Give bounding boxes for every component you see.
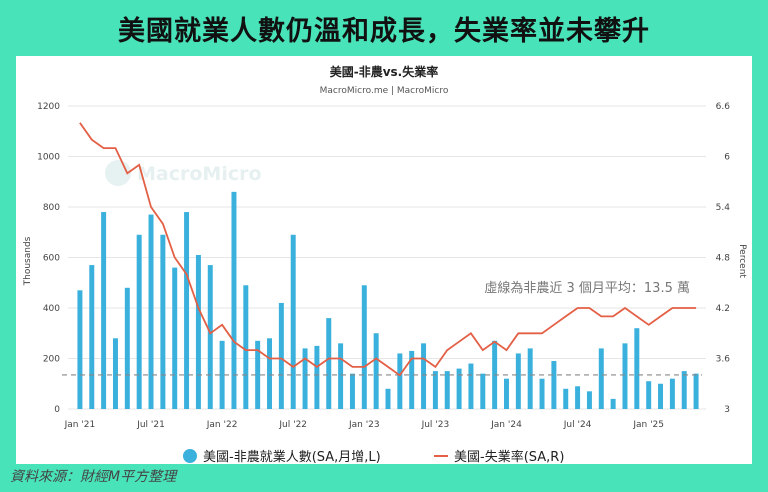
- bar: [314, 345, 320, 409]
- y-right-tick-label: 6.6: [716, 102, 731, 112]
- legend-line-label: 美國-失業率(SA,R): [454, 449, 564, 464]
- x-tick-label: Jan '24: [490, 420, 522, 430]
- bar: [421, 343, 427, 409]
- bar: [480, 373, 486, 409]
- bar: [373, 333, 379, 409]
- chart-panel: MacroMicro 美國-非農vs.失業率 MacroMicro.me | M…: [16, 56, 752, 465]
- y-left-tick-label: 0: [54, 405, 60, 415]
- y-right-tick-label: 6: [724, 153, 730, 163]
- bar: [693, 373, 699, 409]
- y-axis-left-ticks: 0 200 400 600 800 1000 1200: [37, 102, 60, 415]
- bar: [195, 254, 201, 409]
- bar: [290, 234, 296, 409]
- bar: [669, 378, 675, 409]
- bar: [622, 343, 628, 409]
- chart-subtitle: MacroMicro.me | MacroMicro: [320, 86, 449, 96]
- bar-series: [77, 191, 699, 409]
- bar: [101, 212, 107, 409]
- bar: [397, 353, 403, 409]
- y-left-tick-label: 800: [43, 203, 60, 213]
- bar: [219, 340, 225, 409]
- bar: [527, 348, 533, 409]
- reference-line-note: 虛線為非農近 3 個月平均：13.5 萬: [484, 280, 690, 296]
- bar: [136, 234, 142, 409]
- x-tick-label: Jan '21: [64, 420, 96, 430]
- bar: [255, 340, 261, 409]
- x-tick-label: Jan '22: [206, 420, 238, 430]
- legend: 美國-非農就業人數(SA,月增,L) 美國-失業率(SA,R): [183, 449, 564, 465]
- y-axis-right-title: Percent: [737, 244, 747, 278]
- y-left-tick-label: 1000: [37, 153, 60, 163]
- unemployment-line: [79, 122, 697, 377]
- bar: [184, 212, 190, 409]
- y-left-tick-label: 200: [43, 355, 60, 365]
- x-tick-label: Jan '23: [348, 420, 380, 430]
- watermark-text: MacroMicro: [137, 163, 262, 185]
- bar: [160, 234, 166, 409]
- bar: [456, 368, 462, 409]
- bar: [349, 373, 355, 409]
- legend-bar-marker-icon: [183, 449, 197, 463]
- bar: [278, 302, 284, 409]
- chart-svg: MacroMicro 美國-非農vs.失業率 MacroMicro.me | M…: [23, 64, 747, 465]
- bar: [243, 285, 249, 409]
- x-tick-label: Jul '21: [136, 420, 165, 430]
- bar: [598, 348, 604, 409]
- y-left-tick-label: 400: [43, 304, 60, 314]
- bar: [207, 265, 213, 409]
- bar: [551, 361, 557, 409]
- bar: [515, 353, 521, 409]
- bar: [267, 338, 272, 409]
- bar: [658, 383, 664, 409]
- bar: [586, 391, 592, 409]
- bar: [634, 328, 640, 409]
- bar: [646, 381, 652, 409]
- bar: [563, 388, 569, 409]
- bar: [302, 348, 308, 409]
- bar: [148, 214, 154, 409]
- bar: [326, 318, 332, 409]
- y-right-tick-label: 3: [724, 405, 730, 415]
- bar: [112, 338, 118, 409]
- bar: [468, 363, 474, 409]
- bar: [504, 378, 509, 409]
- bar: [338, 343, 344, 409]
- y-left-tick-label: 600: [43, 254, 60, 264]
- bar: [361, 285, 367, 409]
- bar: [432, 371, 438, 409]
- source-note: 資料來源：財經M平方整理: [10, 469, 177, 485]
- y-right-tick-label: 4.8: [716, 254, 731, 264]
- bar: [231, 191, 237, 409]
- bar: [89, 265, 95, 409]
- bar: [539, 378, 545, 409]
- x-axis-ticks: Jan '21 Jul '21 Jan '22 Jul '22 Jan '23 Jul '…: [64, 420, 664, 430]
- bar: [610, 398, 616, 409]
- y-axis-left-title: Thousands: [23, 236, 33, 286]
- page-banner-title: 美國就業人數仍溫和成長，失業率並未攀升: [118, 15, 650, 47]
- y-right-tick-label: 4.2: [716, 304, 730, 314]
- x-tick-label: Jan '25: [632, 420, 664, 430]
- chart-title: 美國-非農vs.失業率: [330, 64, 439, 79]
- y-right-tick-label: 5.4: [716, 203, 731, 213]
- bar: [409, 350, 415, 409]
- x-tick-label: Jul '24: [563, 420, 592, 430]
- x-tick-label: Jul '23: [421, 420, 450, 430]
- y-left-tick-label: 1200: [37, 102, 60, 112]
- y-axis-right-ticks: 3 3.6 4.2 4.8 5.4 6 6.6: [716, 102, 731, 415]
- bar: [385, 388, 391, 409]
- bar: [77, 290, 83, 409]
- bar: [575, 386, 581, 409]
- legend-bar-label: 美國-非農就業人數(SA,月增,L): [203, 449, 381, 464]
- bar: [444, 371, 450, 409]
- bar: [172, 267, 178, 409]
- y-right-tick-label: 3.6: [716, 355, 731, 365]
- bar: [124, 287, 130, 409]
- bar: [681, 371, 687, 409]
- x-tick-label: Jul '22: [278, 420, 307, 430]
